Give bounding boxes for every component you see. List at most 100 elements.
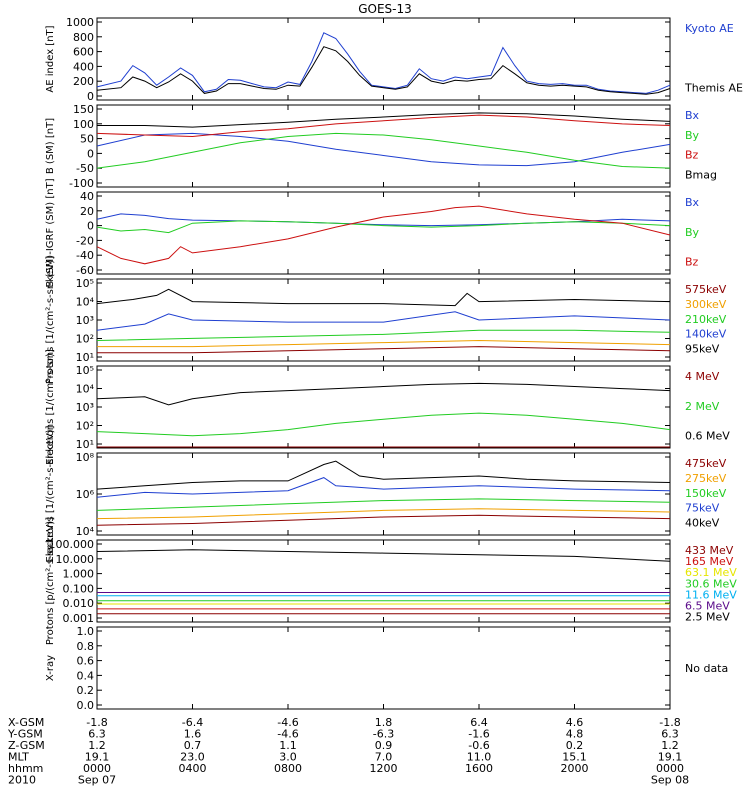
y-tick-label: 1.0	[77, 625, 95, 638]
y-tick-label: -40	[76, 249, 94, 262]
series-line-by	[96, 132, 671, 169]
legend-label: 30.6 MeV	[685, 577, 737, 590]
series-line-140kev	[96, 311, 671, 331]
legend-label: 575keV	[685, 283, 727, 296]
legend-label: 433 MeV	[685, 544, 734, 557]
legend-label: Kyoto AE	[685, 22, 734, 35]
xaxis-value: 7.0	[375, 751, 393, 764]
y-axis-label: B (SM) [nT]	[45, 118, 56, 174]
xaxis-table: X-GSM -1.8 -6.4 -4.6 1.8 6.4 4.6 -1.8Y-GSM 6.3 1.…	[7, 716, 689, 787]
series-line-40kev	[96, 460, 671, 490]
xaxis-value: Sep 08	[651, 774, 689, 787]
panel-frame	[96, 539, 671, 623]
y-tick-label: 10¹	[76, 351, 94, 364]
xaxis-value: 4.8	[566, 728, 584, 741]
xaxis-value: 11.0	[467, 751, 492, 764]
legend-label: 165 MeV	[685, 555, 734, 568]
y-tick-label: 40	[80, 190, 94, 203]
y-tick-label: 1.000	[63, 568, 95, 581]
xaxis-value: 6.3	[661, 728, 679, 741]
xaxis-value: 4.6	[566, 716, 584, 729]
xaxis-value: 6.3	[88, 728, 106, 741]
y-tick-label: 0.010	[63, 597, 95, 610]
y-axis-label: AE index [nT]	[45, 25, 56, 92]
xaxis-row-label: X-GSM	[8, 716, 44, 729]
y-axis-label: X-ray	[45, 655, 56, 681]
y-tick-label: 10⁶	[76, 488, 95, 501]
series-line-210kev	[96, 329, 671, 341]
panel-bigrf: 40 20 0-20 -40 -60 B (SM)-IGRF (SM) [nT] Bx By B…	[45, 178, 700, 287]
y-tick-label: 10⁵	[76, 364, 94, 377]
legend-label: 4 MeV	[685, 370, 720, 383]
xaxis-value: -6.4	[182, 716, 203, 729]
panel-frame	[96, 191, 671, 275]
legend-label: 475keV	[685, 457, 727, 470]
series-line-95kev	[96, 288, 671, 307]
xaxis-value: -1.8	[86, 716, 107, 729]
xaxis-value: -1.6	[468, 728, 489, 741]
y-tick-label: 10⁴	[76, 296, 95, 309]
y-axis-label: Protons [p/(cm²-s-sr-keV)]	[45, 517, 56, 645]
xaxis-value: 0.7	[184, 739, 202, 752]
series-line-themis-ae	[96, 46, 671, 95]
legend-label: Themis AE	[684, 82, 743, 95]
y-tick-label: 0	[87, 90, 94, 103]
legend-label: 140keV	[685, 328, 727, 341]
legend-label: 2.5 MeV	[685, 611, 730, 624]
xaxis-value: -0.6	[468, 739, 489, 752]
y-axis-label: B (SM)-IGRF (SM) [nT]	[45, 178, 56, 287]
panel-electrons_kev: 10⁸ 10⁶ 10⁴ Electrons [1/(cm²-s-sr-keV)] 475…	[45, 425, 727, 562]
xaxis-value: 0000	[656, 762, 684, 775]
xaxis-value: 1.2	[661, 739, 679, 752]
y-tick-label: 0.4	[77, 669, 95, 682]
xaxis-value: -4.6	[277, 728, 298, 741]
legend-label: 63.1 MeV	[685, 566, 737, 579]
series-line-bmag	[97, 112, 671, 128]
xaxis-value: 19.1	[85, 751, 110, 764]
y-tick-label: 50	[80, 133, 94, 146]
y-tick-label: 400	[73, 60, 94, 73]
series-line-275kev	[96, 508, 671, 520]
xaxis-row-label: Z-GSM	[8, 739, 45, 752]
xaxis-value: -4.6	[277, 716, 298, 729]
series-line-2-mev	[96, 412, 671, 437]
xaxis-value: 1.2	[88, 739, 106, 752]
y-tick-label: 200	[73, 75, 94, 88]
y-tick-label: 100.000	[49, 538, 95, 551]
series-line-475kev	[96, 514, 671, 526]
xaxis-value: 0800	[274, 762, 302, 775]
legend-label: 75keV	[685, 502, 720, 515]
y-tick-label: 1000	[66, 16, 94, 29]
xaxis-value: 19.1	[658, 751, 683, 764]
legend-label: 210keV	[685, 313, 727, 326]
y-tick-label: 0.0	[77, 699, 95, 712]
y-tick-label: 10⁵	[76, 277, 94, 290]
y-tick-label: 10⁸	[76, 451, 95, 464]
y-tick-label: 0.6	[77, 655, 95, 668]
legend-label: Bmag	[685, 169, 717, 182]
y-tick-label: 100	[73, 118, 94, 131]
y-tick-label: 10²	[76, 333, 94, 346]
y-tick-label: 10²	[76, 420, 94, 433]
legend-label: 40keV	[685, 517, 720, 530]
y-tick-label: -50	[76, 162, 94, 175]
xaxis-row-label: hhmm	[8, 762, 43, 775]
series-line-575kev	[97, 346, 671, 354]
legend-label: 0.6 MeV	[685, 430, 730, 443]
y-tick-label: -60	[76, 264, 94, 277]
xaxis-row-label: 2010	[8, 774, 36, 787]
series-line-kyoto-ae	[96, 32, 671, 94]
panel-xray: 1.0 0.8 0.60.4 0.2 0.0 X-ray No data	[45, 625, 728, 712]
y-tick-label: 0.8	[77, 640, 95, 653]
legend-label: 11.6 MeV	[685, 588, 737, 601]
y-axis-label: Electrons [1/(cm²-s-sr)]	[45, 349, 56, 465]
y-tick-label: -20	[76, 234, 94, 247]
xaxis-value: 0000	[83, 762, 111, 775]
xaxis-value: 1.8	[375, 716, 393, 729]
panel-protons_mev: 100.000 10.000 1.0000.100 0.010 0.001 Protons…	[45, 517, 737, 645]
y-tick-label: 10.000	[56, 553, 95, 566]
y-tick-label: 10⁴	[76, 383, 95, 396]
series-line-0.6-mev	[96, 382, 671, 406]
y-axis-label: Electrons [1/(cm²-s-sr-keV)]	[45, 425, 56, 562]
